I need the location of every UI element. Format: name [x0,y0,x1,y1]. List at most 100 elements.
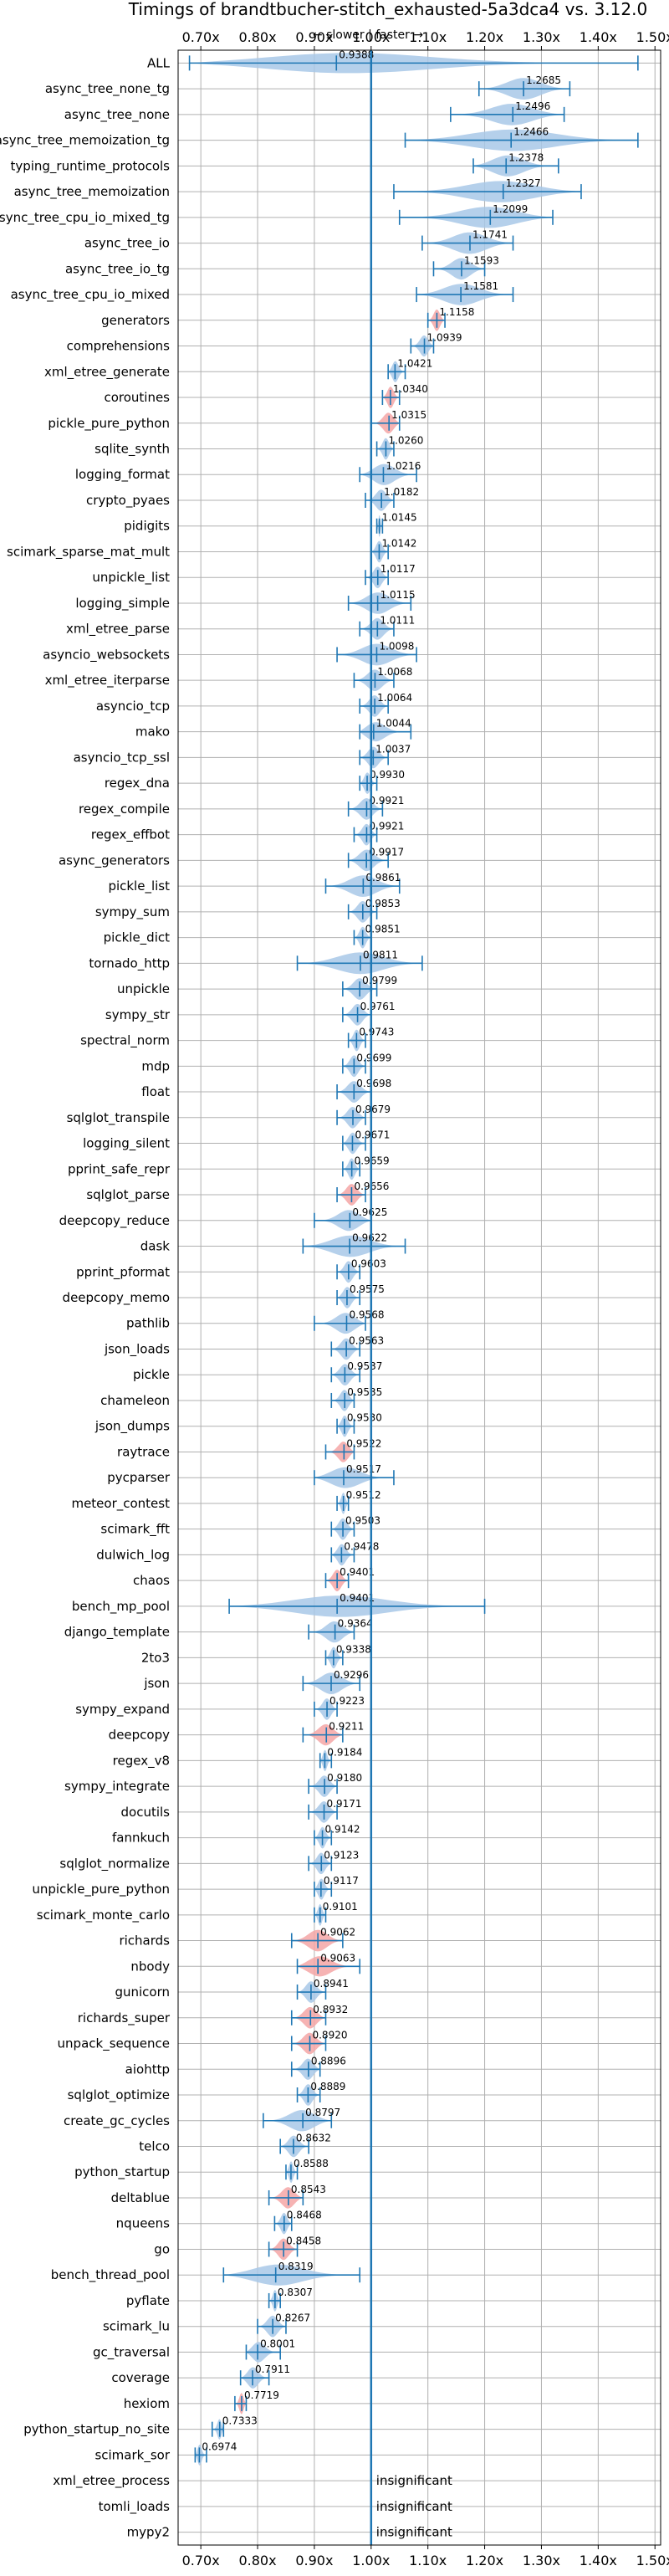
value-label-scimark-monte-carlo: 0.9101 [323,1901,358,1913]
category-label-xml-etree-iterparse: xml_etree_iterparse [45,673,170,689]
category-label-bench-mp-pool: bench_mp_pool [72,1599,170,1615]
category-label-async-tree-memoization: async_tree_memoization [14,184,170,200]
value-label-deepcopy: 0.9211 [329,1721,364,1733]
value-label-regex-effbot: 0.9921 [369,821,404,832]
category-label-async-tree-io-tg: async_tree_io_tg [65,261,170,277]
category-label-sqlite-synth: sqlite_synth [94,442,170,458]
value-label-deepcopy-memo: 0.9575 [350,1283,385,1295]
category-label-bench-thread-pool: bench_thread_pool [51,2267,170,2283]
category-label-regex-dna: regex_dna [105,776,170,791]
category-label-scimark-monte-carlo: scimark_monte_carlo [37,1908,170,1923]
category-label-nqueens: nqueens [116,2216,170,2231]
value-label-pathlib: 0.9568 [349,1309,384,1321]
category-label-aiohttp: aiohttp [125,2061,170,2077]
category-label-deepcopy-reduce: deepcopy_reduce [59,1213,170,1229]
value-label-async-generators: 0.9917 [369,846,404,858]
category-label-tornado-http: tornado_http [89,955,170,971]
value-label-gunicorn: 0.8941 [314,1978,349,1990]
value-label-django-template: 0.9364 [338,1618,373,1630]
value-label-all: 0.9388 [339,49,374,60]
category-label-json: json [143,1676,170,1691]
value-label-logging-silent: 0.9671 [355,1129,390,1141]
value-label-nqueens: 0.8468 [287,2210,322,2221]
category-label-raytrace: raytrace [117,1444,170,1459]
value-label-gc-traversal: 0.8001 [260,2338,295,2349]
x-tick-label-bottom: 0.90x [295,2553,333,2568]
value-label-unpickle: 0.9799 [362,975,397,986]
chart-subtitle: ← slower | faster → [313,28,423,42]
category-label-unpack-sequence: unpack_sequence [58,2036,170,2052]
value-label-asyncio-websockets: 1.0098 [379,640,414,652]
value-label-crypto-pyaes: 1.0182 [384,486,419,498]
category-label-logging-silent: logging_silent [83,1136,170,1152]
value-label-pickle-list: 0.9861 [365,872,401,883]
category-label-richards: richards [119,1933,170,1949]
value-label-logging-format: 1.0216 [386,460,421,472]
value-label-bench-thread-pool: 0.8319 [278,2261,314,2272]
x-tick-label-top: 0.90x [295,29,333,45]
x-tick-label-top: 0.80x [238,29,276,45]
value-label-sympy-str: 0.9761 [360,1001,396,1012]
x-tick-label-top: 1.20x [466,29,503,45]
value-label-sympy-sum: 0.9853 [365,898,401,909]
value-label-async-tree-memoization: 1.2327 [506,177,541,189]
value-label-create-gc-cycles: 0.8797 [305,2107,340,2118]
category-label-async-tree-cpu-io-mixed-tg: async_tree_cpu_io_mixed_tg [0,210,170,226]
category-label-regex-compile: regex_compile [79,801,170,817]
category-label-deepcopy: deepcopy [109,1728,170,1743]
category-label-deepcopy-memo: deepcopy_memo [63,1290,170,1306]
category-label-unpickle-pure-python: unpickle_pure_python [32,1882,170,1897]
category-label-async-tree-none: async_tree_none [64,107,170,123]
value-label-async-tree-memoization-tg: 1.2466 [513,126,549,138]
value-label-pickle: 0.9537 [347,1360,382,1372]
x-tick-label-bottom: 1.20x [466,2553,503,2568]
value-label-asyncio-tcp-ssl: 1.0037 [375,743,411,755]
category-label-gc-traversal: gc_traversal [93,2344,170,2360]
value-label-hexiom: 0.7719 [244,2389,279,2401]
category-label-pidigits: pidigits [124,519,170,534]
value-label-async-tree-io-tg: 1.1593 [464,254,499,266]
category-labels: ALL async_tree_none_tg async_tree_noneasyn… [0,55,171,2539]
value-label-async-tree-cpu-io-mixed: 1.1581 [463,280,498,292]
category-label-float: float [141,1084,170,1099]
plot-frame [177,49,661,2546]
value-label-scimark-fft: 0.9503 [345,1515,380,1527]
category-label-json-loads: json_loads [104,1341,170,1357]
value-label-pprint-pformat: 0.9603 [351,1257,386,1269]
value-label-sqlite-synth: 1.0260 [388,435,423,447]
x-tick-label-bottom: 1.50x [636,2553,669,2568]
value-label-regex-compile: 0.9921 [369,795,404,807]
value-label-coroutines: 1.0340 [393,383,428,395]
value-label-spectral-norm: 0.9743 [359,1027,394,1038]
category-label-python-startup: python_startup [74,2164,170,2180]
category-label-2to3: 2to3 [141,1650,170,1665]
value-label-scimark-sparse-mat-mult: 1.0142 [381,537,416,549]
value-label-scimark-sor: 0.6974 [202,2440,237,2452]
value-label-pycparser: 0.9517 [346,1463,381,1475]
value-label-sqlglot-optimize: 0.8889 [310,2081,345,2092]
value-label-comprehensions: 1.0939 [427,332,462,344]
value-label-chameleon: 0.9535 [347,1386,382,1398]
category-label-crypto-pyaes: crypto_pyaes [86,493,170,509]
category-label-docutils: docutils [121,1805,171,1820]
value-label-coverage: 0.7911 [255,2363,290,2375]
value-label-scimark-lu: 0.8267 [275,2312,310,2324]
category-label-pickle: pickle [133,1367,170,1382]
category-label-xml-etree-parse: xml_etree_parse [66,622,170,638]
value-label-mako: 1.0044 [376,718,411,730]
value-label-richards: 0.9062 [320,1927,355,1938]
x-tick-label-bottom: 0.70x [182,2553,220,2568]
value-label-json: 0.9296 [334,1669,369,1681]
value-label-float: 0.9698 [356,1078,391,1089]
category-label-sympy-str: sympy_str [105,1007,171,1023]
category-label-spectral-norm: spectral_norm [80,1033,170,1049]
category-label-pickle-dict: pickle_dict [104,930,170,946]
category-label-sqlglot-normalize: sqlglot_normalize [59,1856,170,1872]
value-label-2to3: 0.9338 [336,1643,371,1655]
category-label-pprint-safe-repr: pprint_safe_repr [68,1161,171,1177]
value-label-python-startup: 0.8588 [294,2158,329,2169]
category-label-pickle-pure-python: pickle_pure_python [48,416,170,432]
value-label-async-tree-none-tg: 1.2685 [526,74,561,86]
category-label-xml-etree-generate: xml_etree_generate [44,364,170,380]
category-label-telco: telco [139,2138,170,2153]
